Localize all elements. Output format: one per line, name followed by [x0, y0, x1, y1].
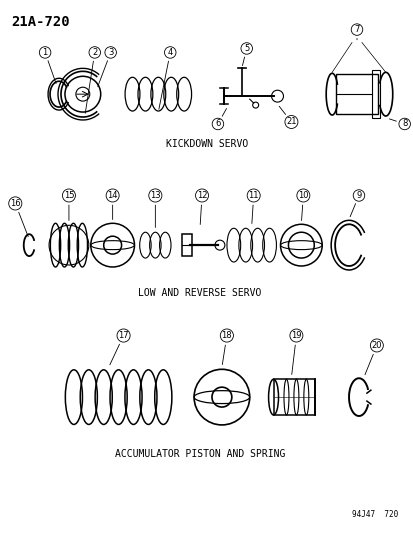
Text: 16: 16	[10, 199, 28, 237]
Text: LOW AND REVERSE SERVO: LOW AND REVERSE SERVO	[138, 288, 261, 298]
Text: 18: 18	[221, 331, 232, 365]
Text: ACCUMULATOR PISTON AND SPRING: ACCUMULATOR PISTON AND SPRING	[114, 449, 285, 459]
Text: 1: 1	[43, 48, 56, 84]
Bar	[335, 74, 377, 114]
Text: KICKDOWN SERVO: KICKDOWN SERVO	[166, 139, 247, 149]
Bar	[273, 379, 315, 415]
Text: 2: 2	[85, 48, 97, 114]
Text: 8: 8	[389, 119, 406, 128]
Text: 20: 20	[364, 341, 381, 375]
Text: 9: 9	[349, 191, 361, 217]
Text: 13: 13	[150, 191, 160, 228]
Text: 3: 3	[97, 48, 113, 86]
Text: 21: 21	[278, 106, 296, 126]
Text: 7: 7	[354, 25, 359, 40]
Text: 21A-720: 21A-720	[11, 15, 70, 29]
Text: 6: 6	[215, 109, 226, 128]
Text: 94J47  720: 94J47 720	[351, 510, 398, 519]
Text: 5: 5	[242, 44, 249, 66]
Text: 19: 19	[290, 331, 301, 375]
Text: 11: 11	[248, 191, 258, 223]
Text: 12: 12	[196, 191, 207, 224]
Text: 4: 4	[159, 48, 173, 109]
Text: 14: 14	[107, 191, 118, 220]
Bar	[182, 234, 192, 256]
Bar	[371, 70, 379, 118]
Text: 17: 17	[109, 331, 128, 365]
Text: 10: 10	[297, 191, 308, 221]
Text: 15: 15	[64, 191, 74, 221]
